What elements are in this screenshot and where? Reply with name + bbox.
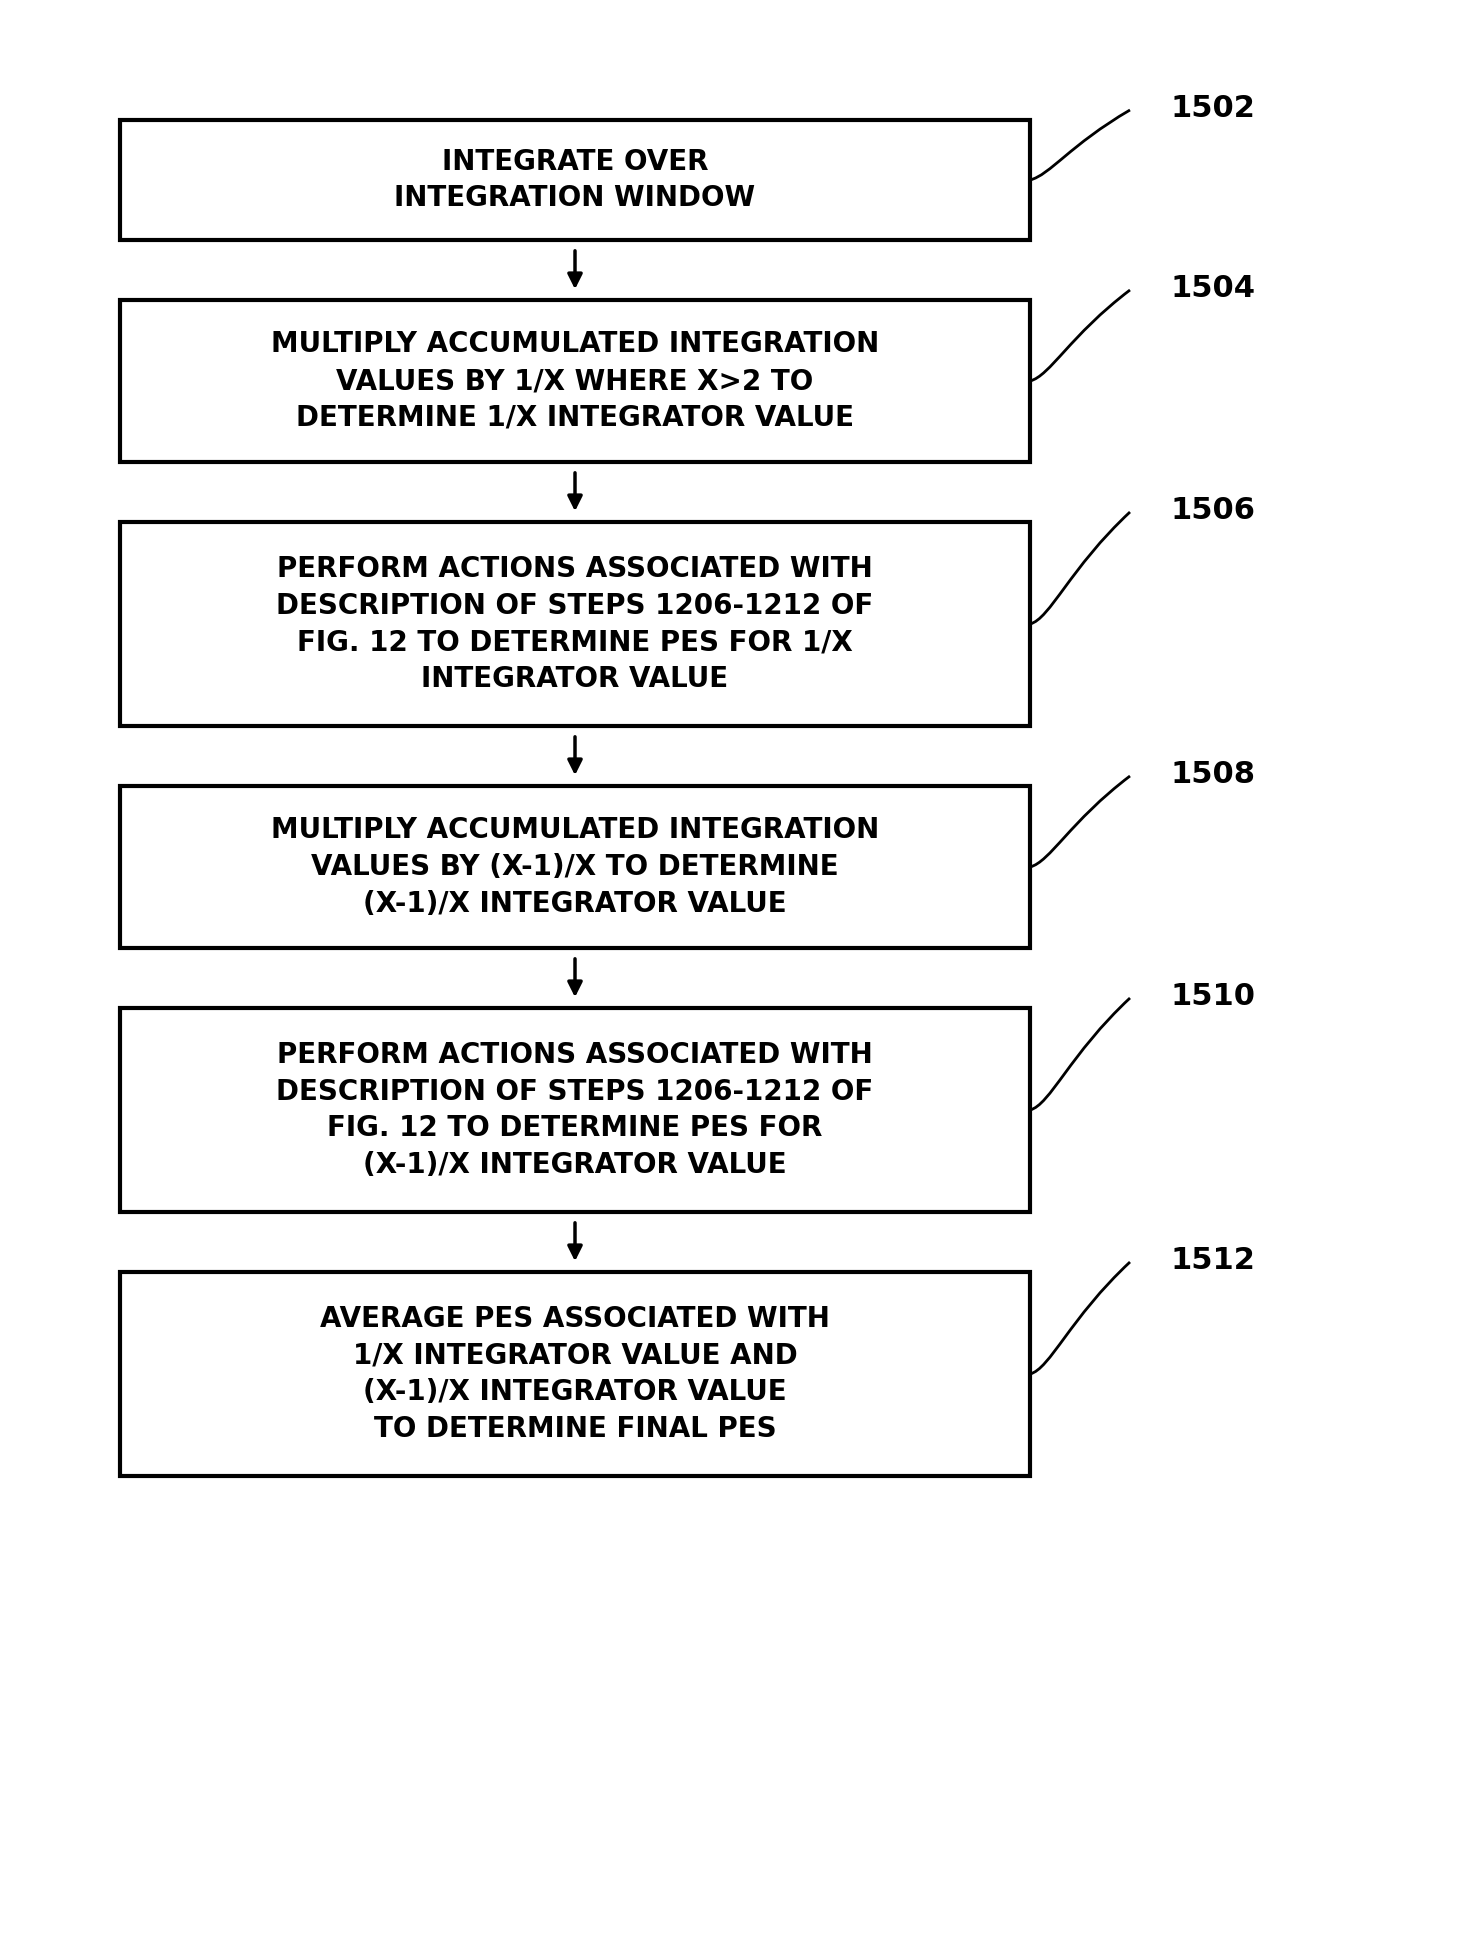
Bar bbox=[120, 785, 1030, 948]
Text: AVERAGE PES ASSOCIATED WITH
1/X INTEGRATOR VALUE AND
(X-1)/X INTEGRATOR VALUE
TO: AVERAGE PES ASSOCIATED WITH 1/X INTEGRAT… bbox=[319, 1305, 831, 1443]
Bar bbox=[120, 1273, 1030, 1476]
Bar bbox=[120, 522, 1030, 725]
Text: MULTIPLY ACCUMULATED INTEGRATION
VALUES BY (X-1)/X TO DETERMINE
(X-1)/X INTEGRAT: MULTIPLY ACCUMULATED INTEGRATION VALUES … bbox=[271, 816, 879, 919]
Text: PERFORM ACTIONS ASSOCIATED WITH
DESCRIPTION OF STEPS 1206-1212 OF
FIG. 12 TO DET: PERFORM ACTIONS ASSOCIATED WITH DESCRIPT… bbox=[277, 555, 873, 692]
Text: PERFORM ACTIONS ASSOCIATED WITH
DESCRIPTION OF STEPS 1206-1212 OF
FIG. 12 TO DET: PERFORM ACTIONS ASSOCIATED WITH DESCRIPT… bbox=[277, 1040, 873, 1180]
Text: 1508: 1508 bbox=[1171, 760, 1256, 789]
Text: INTEGRATE OVER
INTEGRATION WINDOW: INTEGRATE OVER INTEGRATION WINDOW bbox=[394, 147, 756, 213]
Bar bbox=[120, 120, 1030, 240]
Text: 1504: 1504 bbox=[1171, 273, 1256, 302]
Text: 1510: 1510 bbox=[1171, 981, 1256, 1010]
Text: MULTIPLY ACCUMULATED INTEGRATION
VALUES BY 1/X WHERE X>2 TO
DETERMINE 1/X INTEGR: MULTIPLY ACCUMULATED INTEGRATION VALUES … bbox=[271, 331, 879, 431]
Bar bbox=[120, 300, 1030, 462]
Text: 1512: 1512 bbox=[1171, 1245, 1256, 1275]
Bar bbox=[120, 1008, 1030, 1213]
Text: 1506: 1506 bbox=[1171, 495, 1256, 524]
Text: 1502: 1502 bbox=[1171, 93, 1256, 122]
